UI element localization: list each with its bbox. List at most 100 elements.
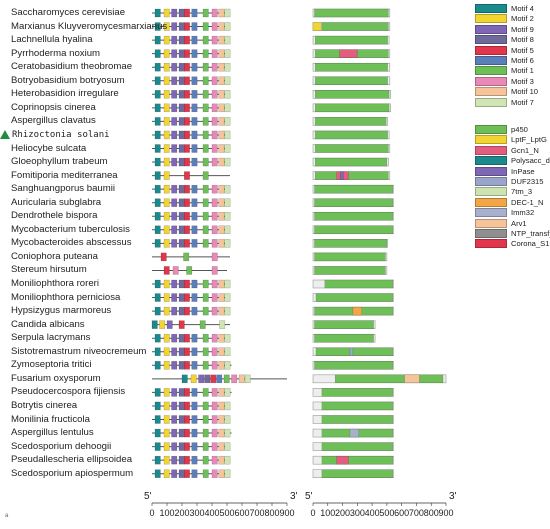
motif-box [184, 130, 190, 140]
domain-legend-swatch [475, 145, 507, 155]
motif-box [163, 144, 170, 153]
motif-legend-label: Motif 3 [511, 76, 534, 86]
motif-box [218, 469, 225, 478]
motif-box [218, 361, 225, 370]
species-label: Sanghuangporus baumii [11, 183, 116, 195]
motif-box [171, 90, 178, 99]
motif-box [211, 279, 218, 289]
motif-box [178, 184, 185, 194]
domain-legend-swatch [475, 177, 507, 186]
motif-box [191, 239, 198, 248]
motif-box [202, 428, 209, 438]
motif-box [171, 49, 178, 58]
motif-box [154, 469, 161, 478]
motif-box [224, 469, 231, 478]
domain-axis-tick-label: 500 [379, 508, 394, 518]
domain-legend-label: Arv1 [511, 218, 527, 228]
motif-box [184, 8, 190, 18]
motif-box [218, 63, 225, 72]
motif-legend-swatch [475, 97, 507, 107]
motif-box [202, 469, 209, 478]
domain-legend-label: 7tm_3 [511, 187, 533, 197]
motif-box [163, 266, 170, 275]
species-label: Gloeophyllum trabeum [11, 156, 108, 168]
motif-legend-swatch [475, 45, 507, 55]
motif-box [171, 63, 178, 72]
motif-box [218, 442, 225, 451]
motif-box [211, 306, 218, 316]
motif-box [163, 239, 170, 248]
motif-box [211, 144, 218, 153]
motif-box [154, 35, 161, 45]
motif-box [171, 239, 178, 248]
domain-axis-tick-label: 300 [350, 508, 365, 518]
motif-box [224, 184, 231, 194]
motif-axis-tick-label: 300 [189, 508, 204, 518]
domain-legend-swatch [475, 239, 507, 249]
motif-box [211, 388, 218, 397]
domain-legend-label: DEC-1_N [511, 197, 544, 207]
motif-box [218, 8, 225, 18]
motif-box [202, 63, 209, 72]
motif-axis-tick-label: 800 [264, 508, 279, 518]
motif-box [171, 184, 178, 194]
domain-p450-block [315, 144, 389, 153]
motif-box [224, 22, 231, 31]
domain-p450-block [315, 63, 388, 72]
motif-box [163, 306, 170, 316]
motif-box [154, 184, 161, 194]
motif-box [178, 279, 185, 289]
motif-box [178, 198, 185, 207]
domain-axis-tick-label: 200 [335, 508, 350, 518]
motif-box [211, 455, 218, 465]
motif-axis-tick-label: 900 [279, 508, 294, 518]
species-label: Auricularia subglabra [11, 196, 102, 208]
motif-box [211, 35, 218, 45]
motif-box [191, 144, 198, 153]
motif-box [171, 8, 178, 18]
motif-box [184, 212, 190, 221]
motif-box [191, 90, 198, 99]
domain-legend-swatch [475, 197, 507, 207]
motif-box [218, 117, 225, 126]
motif-box [154, 103, 161, 113]
motif-box [163, 171, 170, 180]
domain-block [349, 347, 354, 356]
motif-box [211, 401, 218, 411]
species-label: Dendrothele bispora [11, 210, 98, 222]
motif-legend-label: Motif 7 [511, 97, 534, 107]
species-label: Pseudallescheria ellipsoidea [11, 454, 133, 466]
domain-p450-block [315, 130, 388, 140]
motif-box [224, 212, 231, 221]
motif-box [178, 22, 185, 31]
corner-mark: a [5, 513, 9, 519]
motif-box [183, 252, 190, 262]
motif-box [154, 239, 161, 248]
motif-box [202, 22, 209, 31]
domain-p450-block [321, 22, 389, 31]
species-label: Botryobasidium botryosum [11, 74, 125, 86]
species-label: Mycobacteroides abscessus [11, 237, 132, 249]
motif-box [211, 225, 218, 235]
motif-box [178, 212, 185, 221]
motif-box [202, 347, 209, 356]
motif-box [154, 8, 161, 18]
motif-box [202, 49, 209, 58]
motif-box [154, 130, 161, 140]
domain-p450-block [314, 266, 386, 275]
motif-box [211, 415, 218, 424]
motif-3prime-label: 3' [290, 491, 298, 502]
motif-box [224, 225, 231, 235]
motif-box [191, 361, 198, 370]
motif-box [163, 279, 170, 289]
motif-box [211, 130, 218, 140]
motif-box [218, 144, 225, 153]
motif-box [163, 22, 170, 31]
motif-box [163, 469, 170, 478]
motif-box [202, 144, 209, 153]
domain-p450-block [314, 320, 374, 329]
motif-box [166, 320, 173, 329]
motif-box [211, 76, 218, 85]
motif-box [184, 239, 190, 248]
motif-box [224, 415, 231, 424]
